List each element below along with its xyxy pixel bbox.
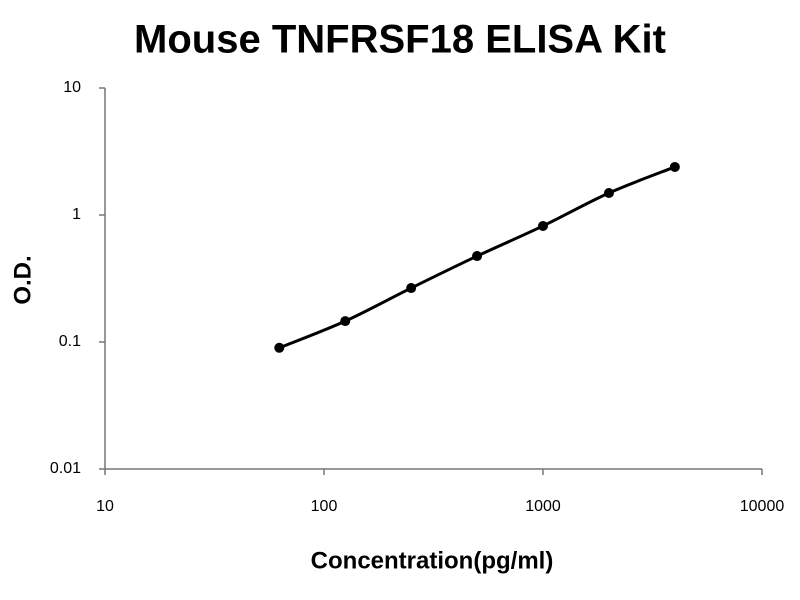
x-tick-label: 10 [96, 498, 114, 515]
point [669, 161, 680, 172]
y-tick-label: 0.1 [59, 333, 81, 350]
point [538, 220, 548, 231]
x-tick-label: 100 [311, 498, 338, 515]
x-tick-label: 10000 [740, 498, 785, 515]
x-axis-label: Concentration(pg/ml) [311, 547, 554, 574]
y-tick-label: 0.01 [50, 460, 81, 477]
y-tick-label: 10 [63, 79, 81, 96]
point [274, 342, 285, 353]
point [472, 251, 483, 262]
point [340, 316, 351, 327]
point [406, 283, 417, 294]
y-tick-label: 1 [72, 206, 81, 223]
chart-title: Mouse TNFRSF18 ELISA Kit [134, 18, 666, 62]
y-axis-label: O.D. [9, 255, 36, 304]
x-tick-label: 1000 [525, 498, 561, 515]
point [603, 188, 614, 199]
